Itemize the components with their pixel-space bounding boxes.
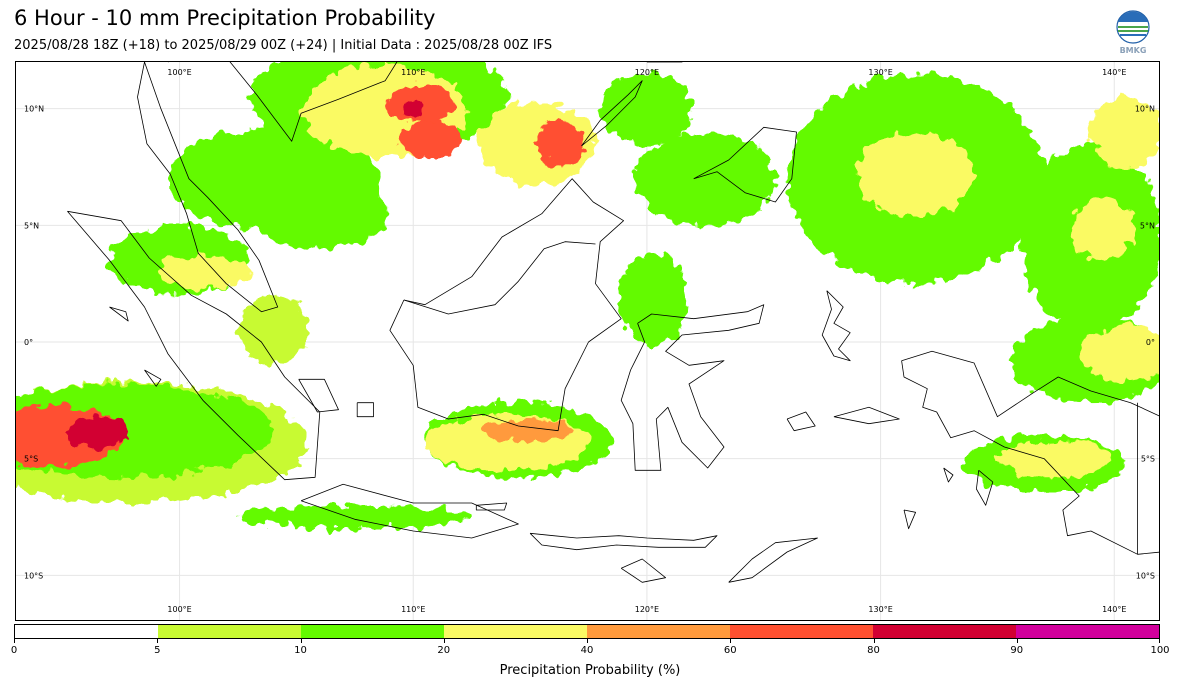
colorbar-tick-label: 20: [437, 645, 451, 656]
colorbar-tick: [1159, 639, 1160, 643]
precipitation-area: [67, 416, 129, 450]
malay-peninsula-outline: [137, 62, 279, 313]
colorbar-tick-label: 5: [154, 645, 161, 656]
colorbar-tick-label: 10: [294, 645, 307, 656]
lon-label-top: 130°E: [868, 68, 892, 77]
colorbar-tick-label: 100: [1150, 645, 1170, 656]
lon-label-top: 120°E: [635, 68, 659, 77]
svg-text:BMKG: BMKG: [1120, 46, 1147, 55]
probability-fill-layer: [16, 62, 1159, 529]
border-borneo: [403, 241, 596, 315]
lon-label-bottom: 110°E: [401, 605, 425, 614]
nias-outline: [109, 306, 129, 322]
siberut-outline: [144, 369, 162, 387]
palawan-outline: [581, 80, 643, 147]
borneo-outline: [389, 178, 624, 432]
aru-outline: [976, 469, 994, 506]
colorbar-tick-label: 40: [580, 645, 594, 656]
lon-label-top: 110°E: [401, 68, 425, 77]
halmahera-outline: [821, 290, 851, 362]
belitung-outline: [356, 402, 374, 418]
lat-label-left: 5°S: [24, 455, 38, 464]
precipitation-area: [237, 295, 309, 366]
colorbar-tick: [587, 639, 588, 643]
colorbar-segment: [587, 625, 730, 638]
precipitation-area: [997, 440, 1115, 478]
forecast-period-subtitle: 2025/08/28 18Z (+18) to 2025/08/29 00Z (…: [14, 38, 553, 53]
lat-label-right: 5°N: [1140, 221, 1155, 230]
colorbar-tick: [1016, 639, 1018, 643]
sumba-outline: [620, 558, 666, 583]
lat-label-left: 10°S: [24, 571, 43, 580]
timor-outline: [728, 537, 818, 583]
precipitation-area: [401, 99, 425, 118]
lon-label-top: 140°E: [1102, 68, 1126, 77]
precipitation-area: [401, 120, 463, 158]
precipitation-area: [1079, 325, 1159, 382]
coastline-layer: [67, 62, 1159, 583]
bmkg-logo: BMKG: [1116, 10, 1150, 55]
colorbar-tick: [873, 639, 875, 643]
probability-colorbar: [14, 624, 1160, 639]
seram-outline: [833, 406, 900, 425]
precipitation-area: [249, 178, 390, 249]
lat-label-right: 10°S: [1136, 571, 1155, 580]
lat-label-right: 10°N: [1135, 105, 1155, 114]
colorbar-segment: [873, 625, 1016, 638]
precipitation-area: [237, 505, 472, 529]
colorbar-segment: [730, 625, 873, 638]
sumatra-outline: [67, 210, 321, 481]
colorbar-ticks: 0 5 10 20 40 60 80 90 100: [10, 639, 1170, 659]
java-outline: [300, 483, 519, 539]
precipitation-area: [857, 132, 975, 216]
colorbar-segment: [1016, 625, 1159, 638]
lon-label-bottom: 130°E: [868, 605, 892, 614]
colorbar-tick: [157, 639, 159, 643]
colorbar-segment: [301, 625, 444, 638]
mindanao-outline: [693, 126, 797, 203]
colorbar-tick: [443, 639, 445, 643]
sulawesi-outline: [620, 304, 765, 471]
axis-label-layer: 100°E 100°E 110°E 110°E 120°E 120°E 130°E 130°E…: [24, 68, 1155, 614]
lon-label-bottom: 100°E: [167, 605, 191, 614]
colorbar-tick-label: 90: [1010, 645, 1024, 656]
colorbar-label: Precipitation Probability (%): [499, 663, 681, 678]
lon-label-bottom: 140°E: [1102, 605, 1126, 614]
bangka-outline: [298, 378, 339, 413]
tanimbar-outline: [903, 509, 916, 530]
colorbar-tick-label: 60: [723, 645, 737, 656]
new-guinea-outline: [901, 350, 1159, 555]
precipitation-area: [478, 419, 573, 443]
indochina-coast: [167, 62, 398, 142]
precipitation-area: [1072, 199, 1133, 261]
map-canvas: 100°E 100°E 110°E 110°E 120°E 120°E 130°E 130°E…: [16, 62, 1159, 620]
precipitation-area: [1090, 97, 1159, 167]
lat-label-right: 5°S: [1141, 455, 1155, 464]
buru-outline: [786, 411, 816, 432]
lon-label-bottom: 120°E: [635, 605, 659, 614]
colorbar-tick: [730, 639, 732, 643]
lat-label-left: 5°N: [24, 221, 39, 230]
precipitation-area: [537, 120, 584, 167]
precipitation-map: 100°E 100°E 110°E 110°E 120°E 120°E 130°E 130°E…: [15, 61, 1160, 621]
lat-label-left: 10°N: [24, 105, 44, 114]
colorbar-segment: [158, 625, 301, 638]
page-title: 6 Hour - 10 mm Precipitation Probability: [14, 6, 436, 30]
lat-label-right: 0°: [1146, 338, 1155, 347]
colorbar-segment: [444, 625, 587, 638]
colorbar-tick: [300, 639, 302, 643]
lesser-sunda-outline: [529, 532, 718, 551]
precipitation-area: [618, 253, 689, 347]
lat-label-left: 0°: [24, 338, 33, 347]
colorbar-tick: [14, 639, 15, 643]
precipitation-area: [156, 255, 250, 289]
lon-label-top: 100°E: [167, 68, 191, 77]
madura-outline: [475, 502, 508, 511]
colorbar-tick-label: 80: [867, 645, 880, 656]
precipitation-area: [635, 132, 776, 226]
precipitation-area: [600, 73, 694, 144]
colorbar-tick-label: 0: [10, 645, 18, 656]
colorbar-segment: [15, 625, 158, 638]
kai-outline: [943, 467, 954, 483]
